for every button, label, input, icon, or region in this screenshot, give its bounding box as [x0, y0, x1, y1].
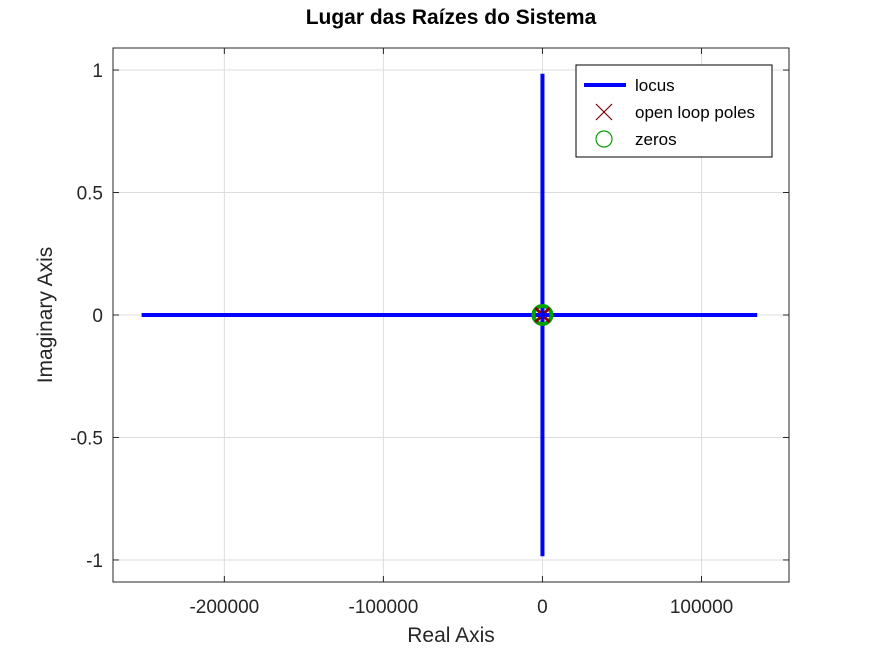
legend-label: open loop poles — [635, 103, 755, 122]
legend-items: locus open loop poles zeros — [584, 76, 755, 149]
series — [141, 73, 758, 557]
zero-marker — [531, 304, 554, 326]
legend: locus open loop poles zeros — [575, 64, 773, 158]
ticks: -200000 -100000 0 100000 -1 -0.5 0 0.5 1 — [70, 48, 789, 618]
y-tick-label: 0 — [92, 306, 103, 327]
legend-item: locus — [584, 76, 675, 95]
y-tick-label: -0.5 — [70, 428, 103, 449]
legend-swatch-x — [595, 103, 613, 121]
y-tick-label: -1 — [86, 551, 103, 572]
legend-item: open loop poles — [595, 103, 755, 122]
legend-swatch-circle — [595, 130, 613, 148]
chart-title: Lugar das Raízes do Sistema — [306, 6, 597, 29]
legend-item: zeros — [595, 130, 677, 149]
x-axis-label: Real Axis — [407, 624, 495, 647]
locus-origin-dot — [539, 312, 546, 318]
x-tick-label: 100000 — [670, 597, 733, 618]
legend-label: zeros — [635, 130, 677, 149]
x-tick-label: 0 — [537, 597, 548, 618]
x-tick-label: -200000 — [189, 597, 259, 618]
y-axis-label: Imaginary Axis — [34, 247, 57, 384]
x-tick-label: -100000 — [349, 597, 419, 618]
y-tick-label: 1 — [92, 61, 103, 82]
y-tick-label: 0.5 — [77, 184, 103, 205]
legend-box — [575, 64, 773, 158]
legend-label: locus — [635, 76, 675, 95]
